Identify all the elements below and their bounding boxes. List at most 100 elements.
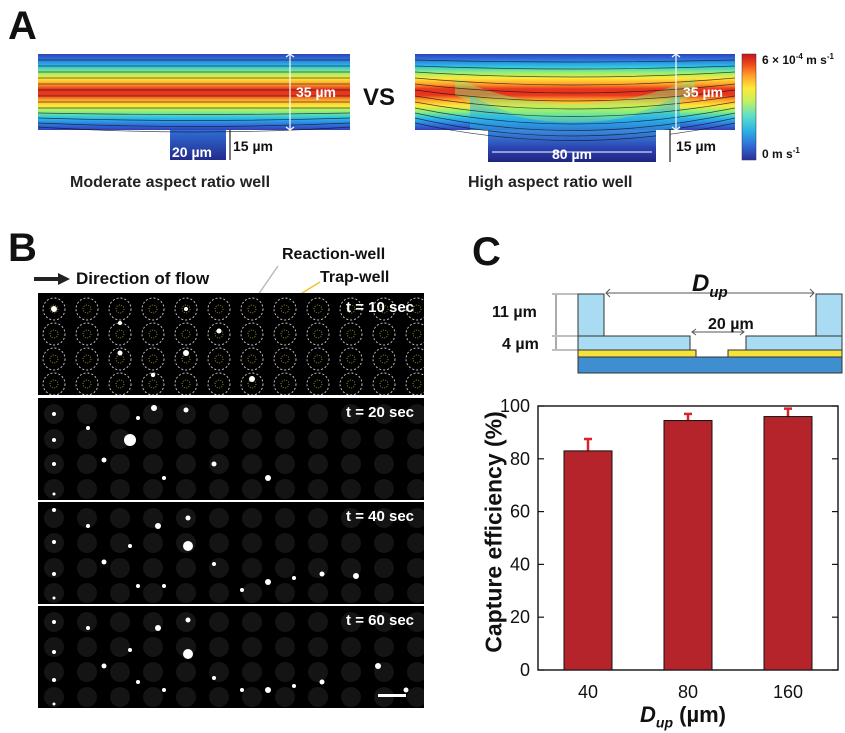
well-shadow	[275, 429, 295, 449]
bead-spot	[52, 620, 56, 624]
reaction-well-circle	[42, 322, 66, 346]
bead-spot	[155, 523, 161, 529]
colorbar-max-label: 6 × 10-4 m s-1	[762, 52, 834, 67]
trap-well-circle	[49, 379, 59, 389]
well-shadow	[176, 454, 196, 474]
well-shadow	[407, 558, 424, 578]
trap-well-circle	[379, 304, 389, 314]
well-shadow	[209, 479, 229, 499]
x-tick-label: 160	[773, 682, 803, 702]
trap-well-circle	[181, 304, 191, 314]
bead-spot	[185, 515, 191, 521]
well-shadow	[209, 687, 229, 707]
well-shadow	[308, 508, 328, 528]
well-shadow	[275, 479, 295, 499]
well-shadow	[242, 404, 262, 424]
trap-well-circle	[49, 329, 59, 339]
bead-spot	[240, 588, 244, 592]
right-channel-height-label: 35 µm	[683, 84, 723, 100]
trap-well-circle	[148, 329, 158, 339]
reaction-well-circle	[141, 322, 165, 346]
well-shadow	[407, 533, 424, 553]
well-shadow	[374, 637, 394, 657]
well-shadow	[77, 479, 97, 499]
well-shadow	[110, 404, 130, 424]
well-shadow	[275, 612, 295, 632]
well-shadow	[341, 429, 361, 449]
bead-spot	[150, 372, 156, 378]
reaction-well-circle	[339, 322, 363, 346]
right-caption: High aspect ratio well	[468, 174, 633, 191]
well-shadow	[209, 508, 229, 528]
well-shadow	[308, 479, 328, 499]
well-shadow	[77, 687, 97, 707]
bead-spot	[292, 684, 296, 688]
bead-spot	[136, 416, 140, 420]
well-shadow	[77, 558, 97, 578]
well-shadow	[341, 687, 361, 707]
schematic-height-4-label: 4 µm	[502, 336, 539, 353]
well-shadow	[176, 558, 196, 578]
reaction-well-circle	[273, 297, 297, 321]
reaction-well-circle	[141, 347, 165, 371]
well-shadow	[407, 404, 424, 424]
reaction-well-circle	[75, 322, 99, 346]
scale-bar	[378, 694, 406, 697]
reaction-well-circle	[207, 372, 231, 395]
reaction-well-circle	[75, 347, 99, 371]
well-shadow	[176, 687, 196, 707]
trap-well-circle	[247, 304, 257, 314]
well-shadow	[209, 662, 229, 682]
bead-spot	[240, 688, 244, 692]
bead-spot	[211, 461, 217, 467]
bar-80	[663, 420, 713, 671]
reaction-well-circle	[75, 372, 99, 395]
frame-time-label: t = 20 sec	[346, 404, 414, 421]
well-shadow	[143, 404, 163, 424]
trap-well-circle	[313, 354, 323, 364]
reaction-well-circle	[372, 347, 396, 371]
colorbar	[741, 53, 757, 161]
trap-well-label: Trap-well	[320, 269, 390, 286]
bead-spot	[183, 407, 189, 413]
trap-well-circle	[115, 304, 125, 314]
right-well-depth-label: 15 µm	[676, 138, 716, 154]
well-shadow	[374, 558, 394, 578]
well-shadow	[407, 508, 424, 528]
bead-spot	[155, 625, 161, 631]
well-shadow	[110, 508, 130, 528]
well-shadow	[407, 454, 424, 474]
bead-spot	[101, 663, 107, 669]
reaction-well-circle	[108, 372, 132, 395]
trap-well-circle	[82, 329, 92, 339]
bead-spot	[52, 572, 56, 576]
well-shadow	[44, 583, 64, 603]
well-shadow	[407, 662, 424, 682]
reaction-well-circle	[207, 297, 231, 321]
well-shadow	[209, 612, 229, 632]
well-shadow	[44, 662, 64, 682]
well-shadow	[77, 508, 97, 528]
well-shadow	[275, 404, 295, 424]
well-shadow	[341, 479, 361, 499]
well-shadow	[275, 637, 295, 657]
panel-a-figure	[37, 53, 757, 162]
chart-ylabel: Capture efficiency (%)	[480, 411, 507, 653]
bar-160	[763, 416, 813, 671]
well-shadow	[308, 558, 328, 578]
trap-well-circle	[346, 354, 356, 364]
well-shadow	[275, 533, 295, 553]
well-shadow	[77, 429, 97, 449]
vs-label: VS	[363, 84, 396, 111]
trap-well-circle	[280, 304, 290, 314]
trap-schematic	[552, 288, 843, 374]
well-shadow	[44, 637, 64, 657]
reaction-well-circle	[108, 347, 132, 371]
well-shadow	[77, 404, 97, 424]
well-shadow	[308, 687, 328, 707]
well-shadow	[44, 558, 64, 578]
well-shadow	[275, 558, 295, 578]
well-shadow	[407, 429, 424, 449]
well-shadow	[308, 662, 328, 682]
well-shadow	[44, 479, 64, 499]
